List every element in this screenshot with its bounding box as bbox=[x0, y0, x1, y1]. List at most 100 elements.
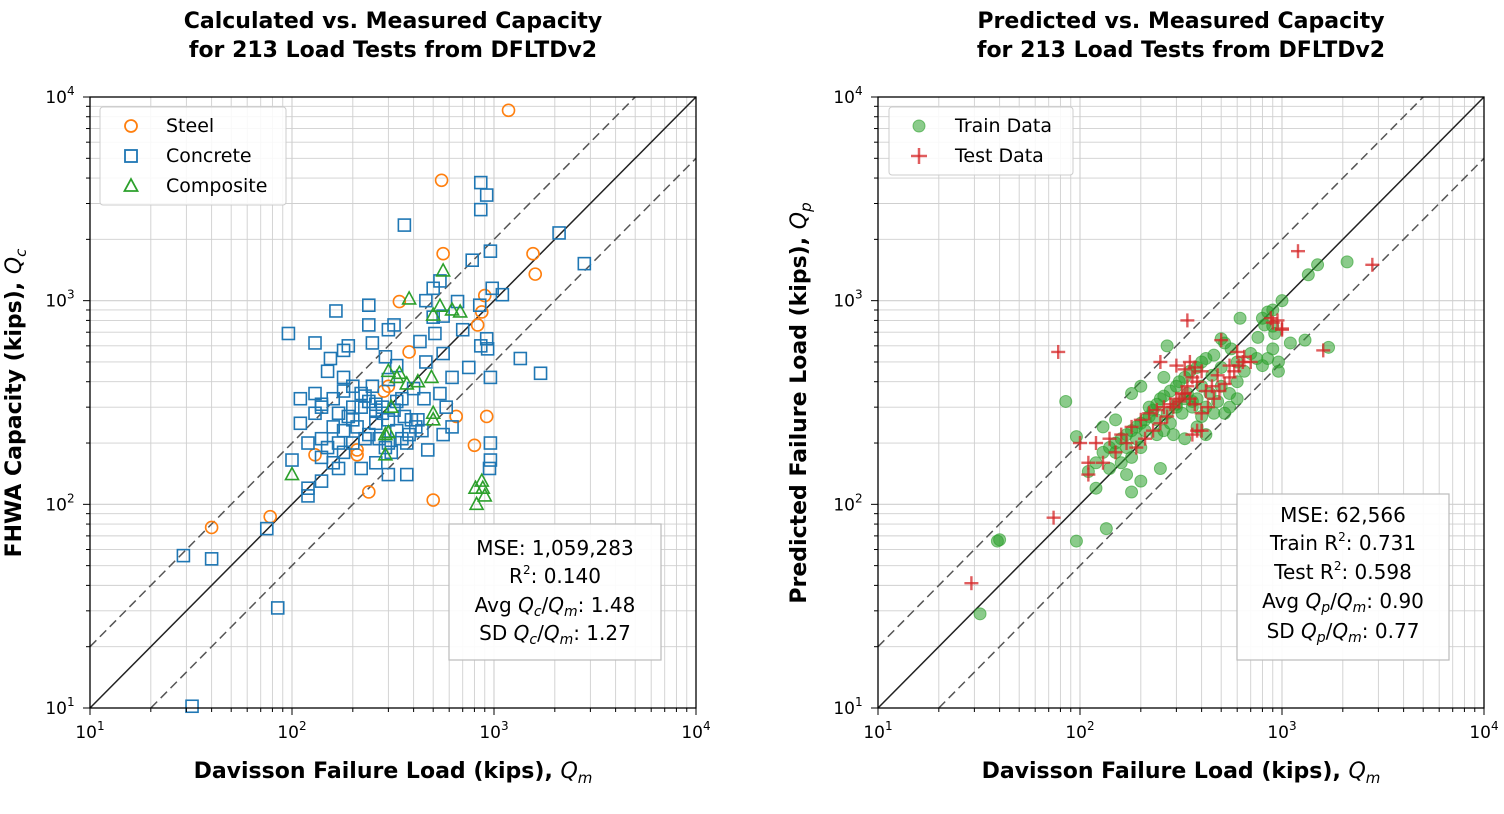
composite-point bbox=[284, 465, 300, 481]
left-panel: Calculated vs. Measured Capacity for 213… bbox=[2, 9, 711, 787]
concrete-point bbox=[281, 326, 296, 341]
steel-point bbox=[350, 443, 364, 457]
steel-point bbox=[528, 267, 543, 281]
legend-train-label: Train Data bbox=[954, 115, 1052, 137]
right-stat-sd: SD Qp/Qm: 0.77 bbox=[1267, 619, 1420, 646]
test-data-point bbox=[1073, 436, 1087, 451]
legend-test-marker bbox=[911, 148, 927, 164]
test-data-point bbox=[1169, 358, 1184, 373]
left-xlabel-symbol: Q bbox=[560, 759, 577, 784]
left-stat-r2: R2: 0.140 bbox=[509, 563, 601, 588]
train-data-point bbox=[1266, 342, 1280, 356]
concrete-point bbox=[417, 391, 431, 406]
test-data-point bbox=[1265, 315, 1280, 330]
concrete-point bbox=[483, 453, 498, 467]
concrete-point bbox=[354, 461, 368, 476]
train-data-point bbox=[1283, 336, 1297, 350]
test-data-point bbox=[964, 576, 979, 591]
train-data-point bbox=[1153, 461, 1167, 475]
left-xlabel-text: Davisson Failure Load (kips), bbox=[194, 759, 561, 784]
legend-steel-marker bbox=[124, 119, 138, 133]
x-tick-label: 103 bbox=[1267, 719, 1296, 743]
test-data-point bbox=[1212, 384, 1227, 399]
right-panel: Predicted vs. Measured Capacity for 213 … bbox=[787, 9, 1499, 787]
concrete-point bbox=[326, 420, 341, 434]
left-stats-frame bbox=[448, 523, 662, 661]
concrete-point bbox=[402, 427, 416, 442]
concrete-point bbox=[329, 304, 343, 318]
x-tick-label: 104 bbox=[681, 719, 710, 743]
test-data-point bbox=[1194, 406, 1209, 421]
concrete-point bbox=[577, 256, 592, 271]
left-upper-bound-line bbox=[89, 96, 636, 648]
left-ylabel-sub: c bbox=[12, 248, 30, 257]
concrete-point bbox=[465, 253, 480, 268]
left-stat-mse: MSE: 1,059,283 bbox=[476, 536, 633, 560]
concrete-point bbox=[419, 293, 433, 308]
right-stat-train-r2: Train R2: 0.731 bbox=[1269, 530, 1416, 555]
test-data-point bbox=[1230, 344, 1245, 359]
train-data-point bbox=[1109, 413, 1123, 427]
left-points bbox=[176, 103, 592, 714]
test-data-point bbox=[1194, 364, 1209, 379]
left-plot-frame bbox=[89, 96, 697, 709]
right-ylabel-sub: p bbox=[797, 202, 815, 213]
composite-point bbox=[425, 411, 442, 426]
concrete-point bbox=[331, 436, 346, 450]
concrete-point bbox=[354, 400, 368, 414]
composite-point bbox=[380, 362, 397, 378]
legend-train-marker bbox=[912, 119, 926, 133]
test-data-point bbox=[1119, 436, 1134, 451]
test-data-point bbox=[1185, 427, 1200, 442]
left-title-line2: for 213 Load Tests from DFLTDv2 bbox=[189, 38, 597, 63]
steel-point bbox=[526, 246, 540, 261]
concrete-point bbox=[336, 384, 351, 398]
left-stat-sd: SD Qc/Qm: 1.27 bbox=[479, 621, 631, 648]
test-data-point bbox=[1124, 419, 1139, 434]
y-tick-label: 104 bbox=[833, 84, 862, 108]
right-lower-bound-line bbox=[938, 157, 1485, 709]
left-stats-box: MSE: 1,059,283 R2: 0.140 Avg Qc/Qm: 1.48… bbox=[448, 523, 662, 661]
concrete-point bbox=[336, 343, 351, 358]
concrete-point bbox=[397, 409, 412, 424]
concrete-point bbox=[301, 489, 315, 503]
legend-steel-label: Steel bbox=[166, 115, 214, 137]
test-data-point bbox=[1129, 440, 1144, 455]
test-data-point bbox=[1316, 343, 1331, 358]
right-xlabel-text: Davisson Failure Load (kips), bbox=[982, 759, 1349, 784]
left-legend-box bbox=[99, 106, 287, 206]
concrete-point bbox=[354, 386, 368, 401]
test-data-point bbox=[1133, 412, 1148, 427]
test-data-point bbox=[1142, 406, 1157, 421]
concrete-point bbox=[270, 601, 285, 615]
concrete-point bbox=[378, 350, 393, 364]
concrete-point bbox=[320, 364, 335, 379]
concrete-point bbox=[369, 455, 383, 470]
y-tick-label: 103 bbox=[45, 288, 74, 312]
composite-point bbox=[476, 487, 493, 502]
concrete-point bbox=[552, 226, 566, 240]
concrete-point bbox=[483, 436, 498, 450]
train-data-point bbox=[1271, 364, 1285, 378]
test-data-point bbox=[1114, 427, 1129, 442]
train-data-point bbox=[1059, 394, 1073, 408]
concrete-point bbox=[331, 461, 346, 476]
train-data-point bbox=[1218, 406, 1232, 420]
train-data-point bbox=[1166, 428, 1180, 442]
test-data-point bbox=[1153, 354, 1168, 369]
concrete-point bbox=[404, 413, 419, 427]
concrete-point bbox=[326, 391, 341, 406]
concrete-point bbox=[436, 427, 450, 442]
concrete-point bbox=[480, 342, 495, 356]
train-data-point bbox=[1251, 330, 1265, 344]
y-tick-label: 101 bbox=[833, 695, 862, 719]
concrete-point bbox=[293, 416, 308, 431]
test-data-point bbox=[1172, 394, 1187, 409]
composite-point bbox=[410, 373, 426, 388]
composite-point bbox=[383, 398, 400, 413]
train-data-point bbox=[1340, 255, 1354, 269]
concrete-point bbox=[362, 298, 376, 313]
steel-point bbox=[263, 509, 278, 524]
steel-point bbox=[402, 345, 416, 359]
